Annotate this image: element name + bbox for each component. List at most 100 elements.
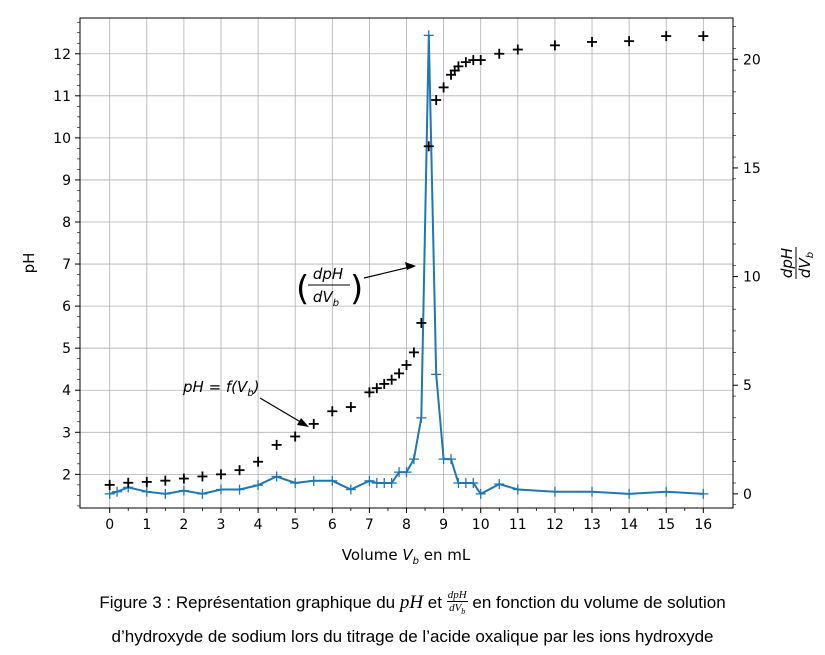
derivative-point (624, 488, 635, 499)
derivative-point (327, 475, 338, 486)
x-tick-label: 0 (105, 517, 114, 533)
y-axis-right-den: dVb (796, 252, 816, 278)
ph-point (698, 31, 709, 42)
annotation-derivative: ( dpH dVb ) (296, 265, 363, 309)
derivative-point (512, 484, 523, 495)
x-tick-label: 11 (509, 517, 527, 533)
annotation-ph-arrowhead (297, 418, 309, 427)
ph-point (327, 406, 338, 417)
caption-line-1: Figure 3 : Représentation graphique du p… (99, 588, 726, 617)
ph-point (475, 55, 486, 66)
derivative-point (494, 479, 505, 490)
derivative-point (698, 488, 709, 499)
x-tick-label: 14 (620, 517, 638, 533)
x-axis-label: Volume Vb en mL (342, 546, 471, 567)
svg-text:dpH: dpH (313, 265, 343, 283)
derivative-point (661, 486, 672, 497)
x-tick-label: 1 (142, 517, 151, 533)
ph-point (587, 36, 598, 47)
y-left-tick-label: 10 (53, 131, 71, 147)
derivative-point (308, 475, 319, 486)
ph-point (123, 477, 134, 488)
ph-point (253, 456, 264, 467)
annotation-derivative-den: dVb (313, 288, 339, 309)
axis-ticks: 0 1 2 3 4 5 6 7 8 9 10 11 12 13 14 15 162345678910111205… (53, 21, 761, 533)
y-left-tick-label: 8 (62, 215, 71, 231)
annotation-ph-arrow (259, 397, 305, 425)
ph-point (290, 431, 301, 442)
derivative-point (587, 486, 598, 497)
ph-point (394, 368, 405, 379)
ph-point (178, 473, 189, 484)
derivative-point (423, 30, 434, 41)
x-tick-label: 6 (328, 517, 337, 533)
y-right-tick-label: 0 (743, 487, 752, 503)
ph-point (416, 317, 427, 328)
y-right-tick-label: 15 (743, 161, 761, 177)
titration-chart: 0 1 2 3 4 5 6 7 8 9 10 11 12 13 14 15 162345678910111205… (20, 17, 816, 567)
derivative-point (234, 484, 245, 495)
caption-fraction: dpH dVb (446, 588, 468, 617)
derivative-point (401, 467, 412, 478)
ph-point (423, 141, 434, 152)
svg-text:(: ( (296, 269, 309, 309)
derivative-point (215, 484, 226, 495)
y-left-tick-label: 7 (62, 257, 71, 273)
ph-point (401, 359, 412, 370)
ph-point (234, 465, 245, 476)
derivative-point (475, 488, 486, 499)
ph-point (141, 476, 152, 487)
derivative-point (386, 478, 397, 489)
ph-point (460, 57, 471, 68)
x-tick-label: 16 (694, 517, 712, 533)
ph-point (512, 44, 523, 55)
caption-line-2: d’hydroxyde de sodium lors du titrage de… (111, 627, 714, 646)
y-left-tick-label: 3 (62, 425, 71, 441)
y-right-tick-label: 5 (743, 378, 752, 394)
derivative-point (431, 369, 442, 380)
derivative-point (408, 454, 419, 465)
annotation-ph: pH = f(Vb) (182, 378, 260, 399)
y-left-tick-label: 6 (62, 299, 71, 315)
ph-point (104, 479, 115, 490)
ph-point (624, 36, 635, 47)
ph-point (215, 469, 226, 480)
derivative-point (141, 486, 152, 497)
derivative-point (160, 488, 171, 499)
y-left-tick-label: 5 (62, 341, 71, 357)
derivative-point (345, 484, 356, 495)
svg-text:dpH: dpH (778, 248, 796, 278)
ph-point (271, 439, 282, 450)
y-left-tick-label: 11 (53, 89, 71, 105)
x-tick-label: 8 (402, 517, 411, 533)
derivative-point (364, 475, 375, 486)
y-axis-right-label: dpH dVb (778, 247, 816, 279)
x-tick-label: 3 (217, 517, 226, 533)
derivative-point (104, 488, 115, 499)
ph-point (453, 61, 464, 72)
x-tick-label: 13 (583, 517, 601, 533)
ph-point (379, 378, 390, 389)
ph-point (408, 347, 419, 358)
ph-point (386, 374, 397, 385)
derivative-point (178, 485, 189, 496)
ph-point (364, 387, 375, 398)
ph-point (308, 418, 319, 429)
derivative-point (271, 471, 282, 482)
annotation-derivative-arrowhead (405, 262, 416, 270)
figure-caption: Figure 3 : Représentation graphique du p… (0, 586, 825, 654)
derivative-point (197, 488, 208, 499)
derivative-point (549, 486, 560, 497)
ph-point (197, 471, 208, 482)
ph-point (345, 402, 356, 413)
ph-point (431, 95, 442, 106)
derivative-point (253, 480, 264, 491)
derivative-point (446, 454, 457, 465)
derivative-point (112, 486, 123, 497)
x-tick-label: 12 (546, 517, 564, 533)
ph-series (104, 31, 709, 490)
x-tick-label: 2 (179, 517, 188, 533)
x-tick-label: 7 (365, 517, 374, 533)
derivative-point (290, 478, 301, 489)
derivative-point (468, 478, 479, 489)
